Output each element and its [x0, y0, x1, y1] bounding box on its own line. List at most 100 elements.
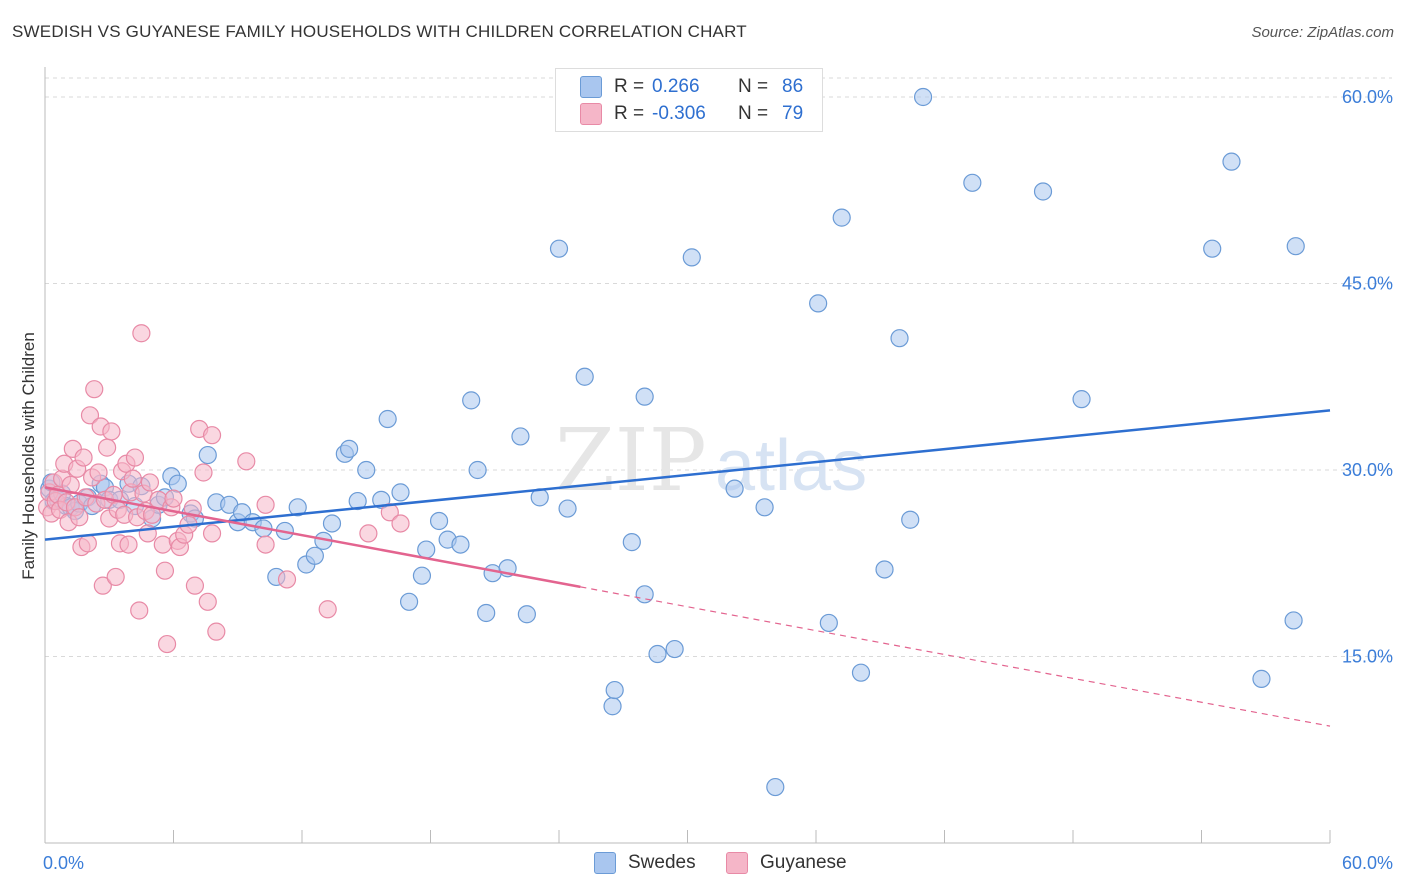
- legend-row-guyanese: R = -0.306 N = 79: [580, 101, 868, 127]
- point-swedes: [348, 491, 367, 511]
- point-swedes: [755, 498, 774, 517]
- bottom-legend-guyanese: Guyanese: [726, 852, 847, 874]
- point-guyanese: [102, 422, 121, 441]
- grid-layer: [45, 77, 1392, 657]
- point-swedes: [575, 367, 594, 386]
- legend-n-value: 86: [782, 76, 804, 97]
- point-swedes: [477, 603, 496, 623]
- point-swedes: [635, 387, 654, 406]
- y-tick-label: 30.0%: [1342, 460, 1393, 480]
- legend-n-label: N =: [738, 76, 769, 97]
- point-swedes: [1284, 611, 1303, 630]
- point-guyanese: [164, 489, 183, 508]
- bottom-legend-label-swedes: Swedes: [628, 852, 696, 873]
- point-swedes: [665, 639, 684, 659]
- axis-layer: [44, 67, 1331, 844]
- trend-layer: [44, 409, 1331, 727]
- point-guyanese: [123, 469, 142, 488]
- point-guyanese: [106, 567, 125, 587]
- point-swedes: [766, 777, 785, 797]
- tick-label-layer: 15.0% 30.0% 45.0% 60.0% 0.0% 60.0%: [43, 87, 1393, 873]
- x-tick-label: 60.0%: [1342, 853, 1393, 873]
- point-swedes: [913, 87, 933, 107]
- point-guyanese: [130, 601, 149, 620]
- point-guyanese: [80, 406, 100, 425]
- bottom-legend-swatch-guyanese: [726, 852, 748, 874]
- x-tick-label: 0.0%: [43, 853, 84, 873]
- point-swedes: [417, 540, 436, 559]
- bottom-legend-swedes: Swedes: [594, 852, 696, 874]
- point-swedes: [832, 208, 851, 227]
- point-swedes: [468, 460, 487, 480]
- point-guyanese: [391, 514, 410, 533]
- point-guyanese: [157, 634, 177, 654]
- legend-n-label: N =: [738, 103, 769, 124]
- point-guyanese: [93, 576, 112, 595]
- point-swedes: [682, 248, 701, 267]
- point-swedes: [809, 294, 828, 313]
- point-guyanese: [277, 570, 297, 589]
- bottom-legend-label-guyanese: Guyanese: [760, 852, 847, 873]
- point-swedes: [1203, 239, 1222, 258]
- y-tick-label: 45.0%: [1342, 274, 1393, 294]
- point-swedes: [648, 644, 667, 664]
- point-swedes: [549, 239, 569, 258]
- point-guyanese: [140, 473, 160, 492]
- point-guyanese: [202, 524, 222, 543]
- point-guyanese: [70, 508, 89, 527]
- point-guyanese: [237, 452, 256, 471]
- point-swedes: [1222, 152, 1241, 171]
- point-swedes: [378, 409, 397, 429]
- point-swedes: [890, 329, 909, 348]
- point-swedes: [963, 173, 982, 192]
- point-guyanese: [185, 576, 205, 595]
- legend-row-swedes: R = 0.266 N = 86: [580, 74, 868, 100]
- point-guyanese: [85, 380, 104, 399]
- point-guyanese: [194, 463, 213, 482]
- trend-line-swedes: [44, 409, 1331, 541]
- point-guyanese: [207, 622, 226, 641]
- watermark: ZIP atlas: [555, 411, 867, 511]
- point-guyanese: [132, 324, 151, 343]
- point-swedes: [605, 680, 624, 700]
- y-tick-label: 15.0%: [1342, 647, 1393, 667]
- y-tick-label: 60.0%: [1342, 87, 1393, 107]
- point-swedes: [875, 560, 894, 579]
- point-guyanese: [318, 600, 337, 619]
- point-swedes: [288, 498, 307, 517]
- point-swedes: [391, 483, 410, 502]
- point-guyanese: [98, 438, 117, 457]
- legend-r-label: R =: [614, 76, 645, 97]
- legend-swatch-guyanese: [580, 103, 602, 125]
- stats-legend: R = 0.266 N = 86 R = -0.306 N = 79: [555, 68, 823, 132]
- point-swedes: [1286, 237, 1305, 256]
- point-swedes: [399, 592, 419, 611]
- point-swedes: [322, 514, 342, 533]
- point-swedes: [517, 605, 536, 624]
- point-swedes: [1072, 390, 1091, 409]
- point-swedes: [429, 511, 449, 531]
- point-swedes: [412, 566, 432, 585]
- point-swedes: [558, 499, 577, 518]
- point-guyanese: [78, 534, 97, 553]
- legend-r-value: 0.266: [652, 76, 700, 97]
- trend-line-dashed-guyanese: [580, 586, 1331, 727]
- point-swedes: [451, 535, 470, 554]
- point-guyanese: [74, 448, 93, 467]
- point-guyanese: [153, 535, 172, 554]
- point-swedes: [622, 533, 641, 552]
- bottom-legend-swatch-swedes: [594, 852, 616, 874]
- point-guyanese: [119, 535, 138, 554]
- point-swedes: [603, 697, 622, 716]
- point-swedes: [198, 445, 217, 465]
- point-guyanese: [256, 495, 275, 514]
- point-swedes: [901, 510, 920, 529]
- point-swedes: [851, 663, 871, 682]
- point-guyanese: [198, 592, 217, 611]
- point-guyanese: [155, 561, 175, 580]
- chart-title: SWEDISH VS GUYANESE FAMILY HOUSEHOLDS WI…: [12, 22, 747, 41]
- point-swedes: [168, 474, 187, 493]
- point-swedes: [511, 427, 530, 446]
- point-guyanese: [359, 524, 378, 543]
